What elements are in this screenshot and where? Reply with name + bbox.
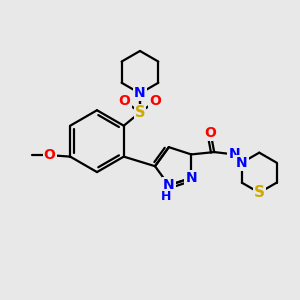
Text: S: S — [254, 185, 265, 200]
Text: N: N — [134, 84, 146, 98]
Text: S: S — [135, 105, 145, 120]
Text: N: N — [228, 147, 240, 161]
Text: N: N — [134, 86, 146, 100]
Text: O: O — [205, 126, 217, 140]
Text: N: N — [185, 171, 197, 185]
Text: O: O — [44, 148, 56, 162]
Text: H: H — [161, 190, 172, 203]
Text: O: O — [149, 94, 161, 108]
Text: N: N — [236, 156, 248, 170]
Text: O: O — [119, 94, 130, 108]
Text: N: N — [163, 178, 175, 192]
